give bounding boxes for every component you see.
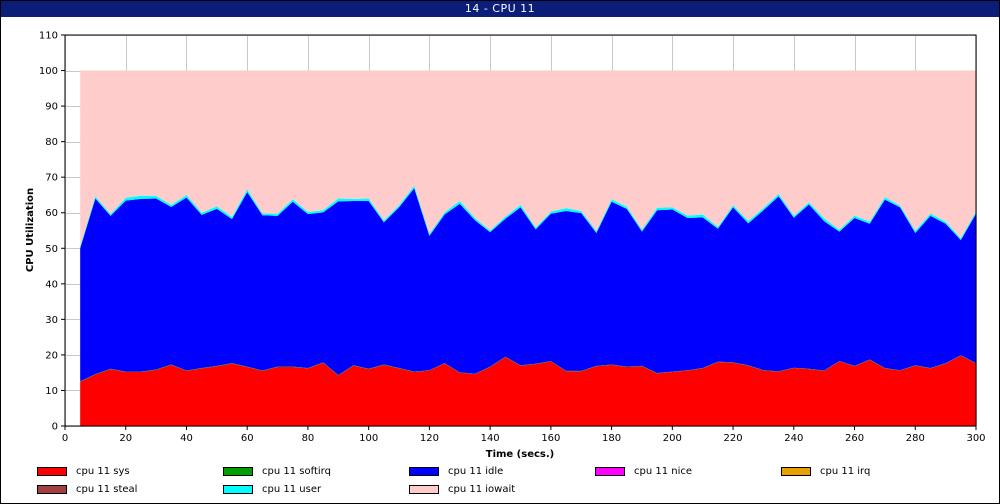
area-cpu-11-sys (80, 355, 977, 426)
legend-label: cpu 11 steal (76, 484, 138, 495)
y-tick-label: 80 (45, 137, 58, 148)
y-axis-title: CPU Utilization (25, 188, 36, 272)
y-tick-label: 30 (45, 315, 58, 326)
x-tick-label: 140 (481, 433, 500, 444)
x-axis-title: Time (secs.) (486, 449, 555, 460)
y-tick-label: 100 (39, 66, 58, 77)
legend-item: cpu 11 user (223, 483, 321, 497)
legend-label: cpu 11 softirq (262, 466, 331, 477)
legend-item: cpu 11 softirq (223, 465, 331, 479)
legend-label: cpu 11 nice (634, 466, 693, 477)
legend-label: cpu 11 irq (820, 466, 871, 477)
x-tick-label: 280 (906, 433, 925, 444)
legend-item: cpu 11 sys (37, 465, 130, 479)
y-tick-label: 0 (52, 422, 58, 433)
x-tick-label: 300 (966, 433, 985, 444)
x-tick-label: 240 (784, 433, 803, 444)
y-tick-label: 40 (45, 279, 58, 290)
stacked-areas (80, 70, 977, 426)
area-cpu-11-user (80, 185, 977, 249)
x-tick-label: 260 (845, 433, 864, 444)
legend-swatch (37, 466, 67, 476)
legend-swatch (781, 466, 811, 476)
legend-swatch (37, 484, 67, 494)
legend-label: cpu 11 idle (448, 466, 504, 477)
legend-swatch (595, 466, 625, 476)
area-cpu-11-idle (80, 188, 977, 382)
y-tick-label: 20 (45, 350, 58, 361)
y-tick-label: 90 (45, 102, 58, 113)
legend-label: cpu 11 iowait (448, 484, 516, 495)
x-tick-label: 120 (420, 433, 439, 444)
legend-item: cpu 11 idle (409, 465, 503, 479)
x-tick-label: 40 (180, 433, 193, 444)
legend-swatch (409, 484, 439, 494)
legend-swatch (223, 466, 253, 476)
legend: cpu 11 sys cpu 11 softirq cpu 11 idle cpu 1… (0, 462, 1000, 502)
x-tick-label: 60 (241, 433, 254, 444)
x-tick-label: 180 (602, 433, 621, 444)
y-tick-label: 50 (45, 244, 58, 255)
legend-item: cpu 11 steal (37, 483, 137, 497)
y-tick-label: 10 (45, 386, 58, 397)
y-axis-ticks: 0 10 20 30 40 50 60 70 80 90 100 110 (39, 31, 65, 433)
legend-item: cpu 11 nice (595, 465, 692, 479)
legend-label: cpu 11 sys (76, 466, 130, 477)
y-tick-label: 60 (45, 208, 58, 219)
x-axis-ticks: 0 20 40 60 80 100 120 140 160 180 200 220 240 260 280 3… (62, 426, 986, 444)
legend-item: cpu 11 iowait (409, 483, 515, 497)
plot-border (64, 34, 977, 427)
window-title: 14 - CPU 11 (1, 1, 999, 17)
y-tick-label: 110 (39, 31, 58, 42)
x-tick-label: 100 (359, 433, 378, 444)
x-tick-label: 200 (663, 433, 682, 444)
legend-label: cpu 11 user (262, 484, 322, 495)
x-tick-label: 160 (541, 433, 560, 444)
area-cpu-11-iowait (80, 70, 977, 247)
x-tick-label: 220 (724, 433, 743, 444)
x-tick-label: 20 (119, 433, 132, 444)
legend-item: cpu 11 irq (781, 465, 870, 479)
x-tick-label: 0 (62, 433, 68, 444)
legend-swatch (409, 466, 439, 476)
cpu-utilization-chart: 0 10 20 30 40 50 60 70 80 90 100 110 0 20 40 60 80 100 12… (25, 31, 986, 461)
x-tick-label: 80 (302, 433, 315, 444)
y-tick-label: 70 (45, 173, 58, 184)
legend-swatch (223, 484, 253, 494)
